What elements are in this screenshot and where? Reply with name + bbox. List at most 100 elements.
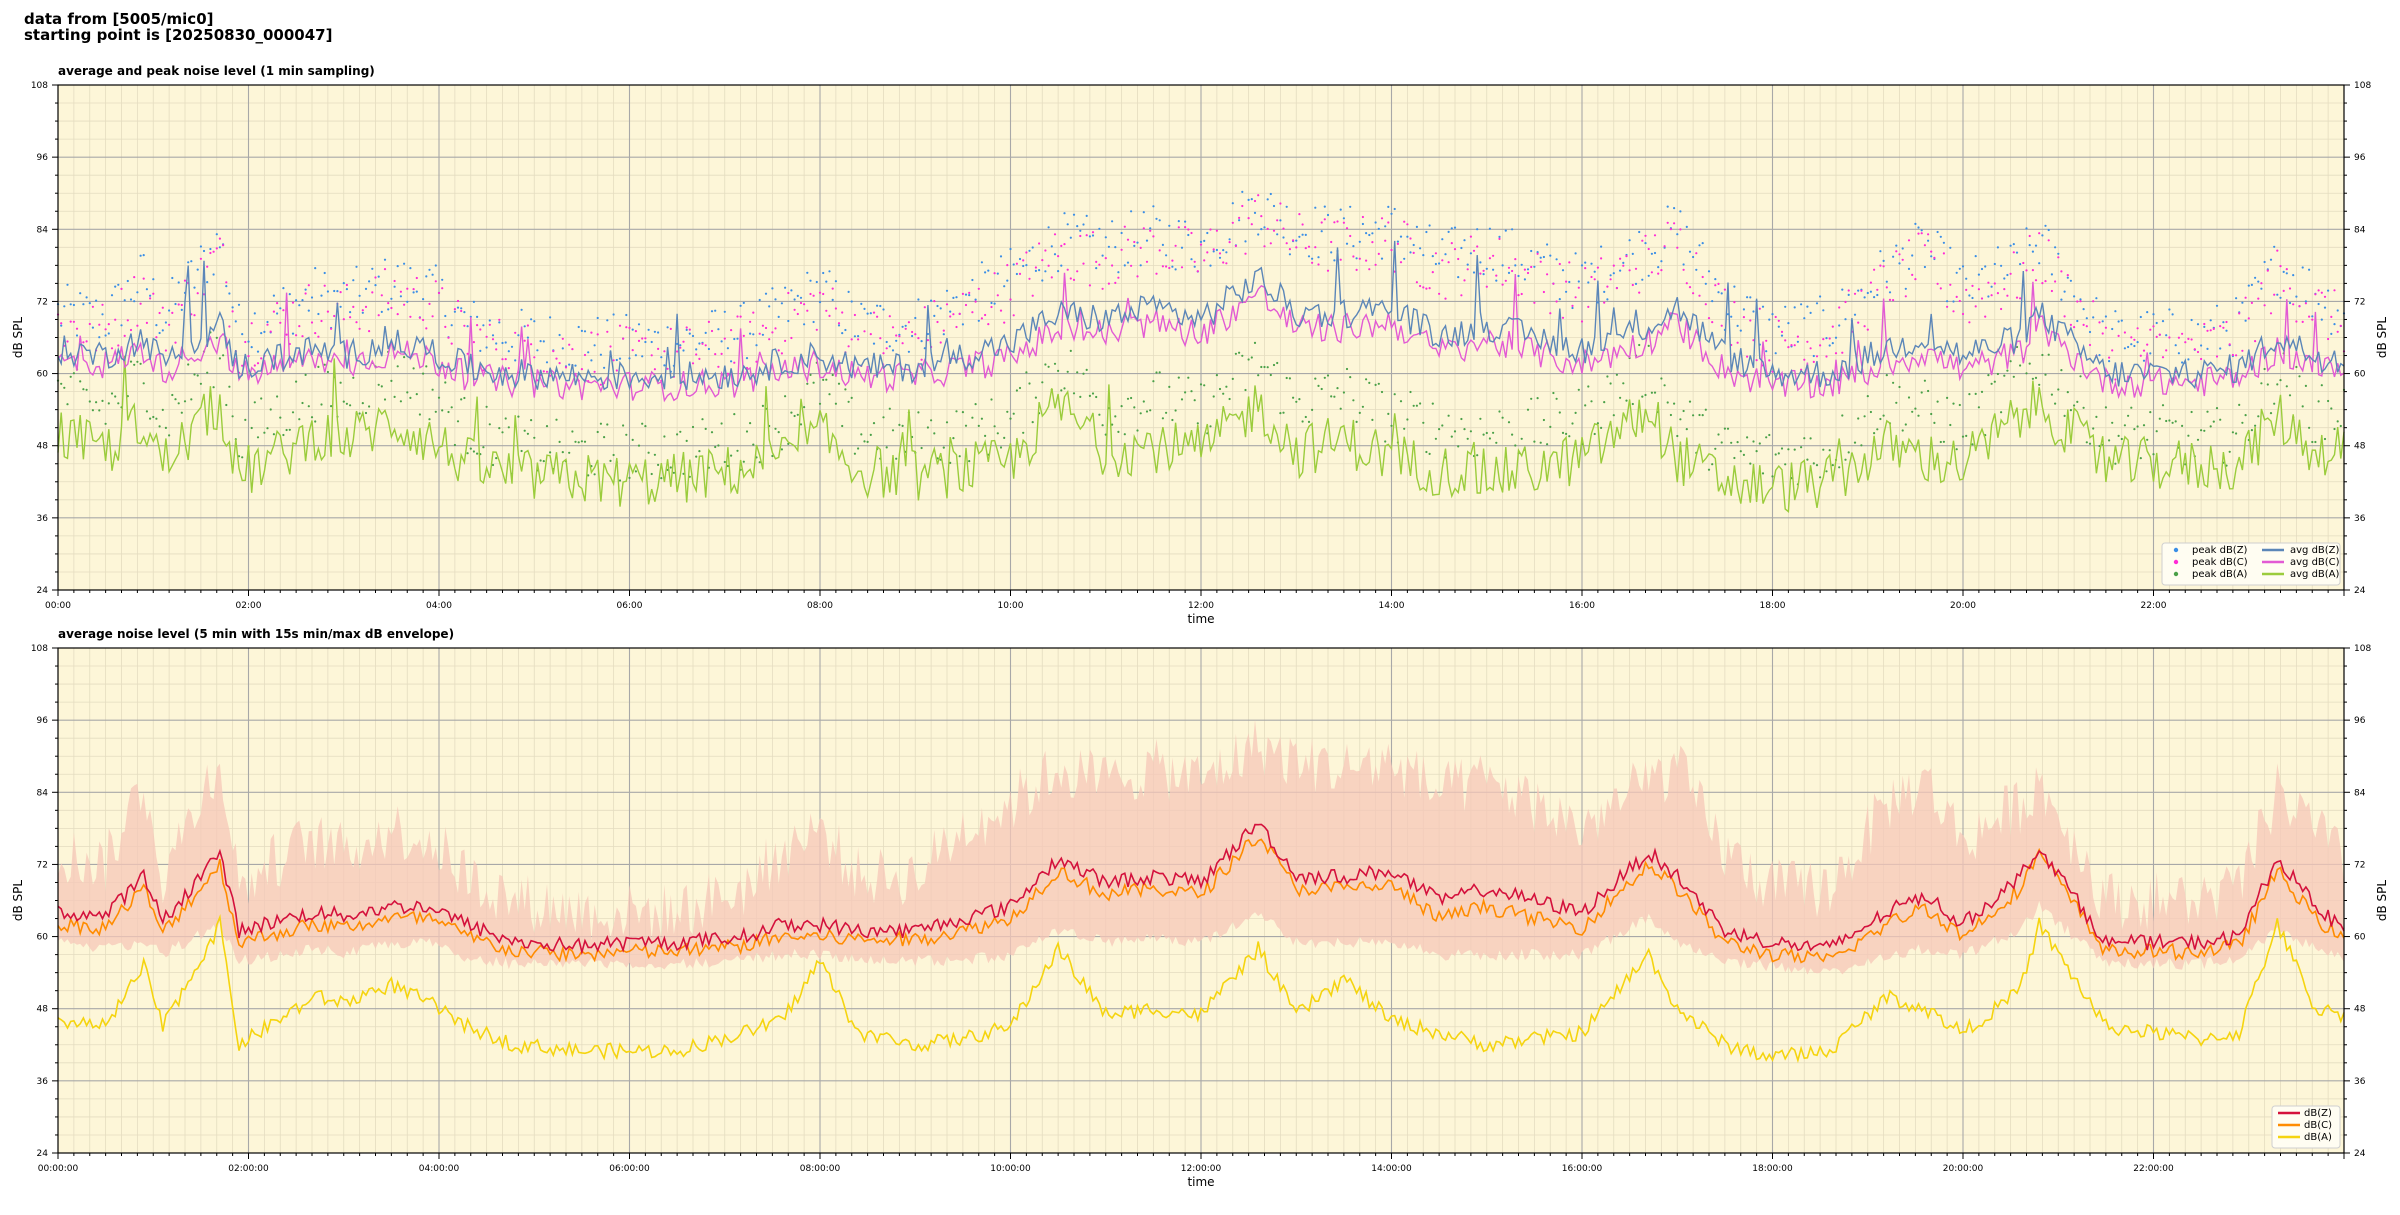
peak-point [1193,260,1196,263]
peak-point [1685,225,1688,228]
peak-point [2101,332,2104,335]
peak-point [1533,440,1536,443]
peak-point [2060,369,2063,372]
peak-point [342,318,345,321]
peak-point [1876,428,1879,431]
peak-point [1949,283,1952,286]
peak-point [1561,431,1565,434]
peak-point [196,292,199,295]
peak-point [1615,373,1618,376]
peak-point [2133,428,2136,431]
peak-point [523,429,526,432]
peak-point [2314,440,2317,444]
peak-point [710,329,714,333]
peak-point [1631,283,1634,287]
peak-point [1114,281,1117,284]
peak-point [1622,264,1625,267]
peak-point [2292,274,2295,277]
peak-point [945,303,949,306]
peak-point [530,318,533,321]
peak-point [825,280,828,283]
peak-point [1825,337,1828,340]
peak-point [361,311,364,314]
peak-point [2015,296,2019,299]
peak-point [472,300,475,303]
peak-point [1057,369,1060,372]
peak-point [2069,323,2072,326]
peak-point [837,382,841,385]
peak-point [1419,402,1422,405]
peak-point [202,249,206,253]
peak-point [1057,255,1060,258]
y-axis-label-left: dB SPL [11,880,25,922]
peak-point [1958,403,1961,407]
peak-point [1225,262,1228,265]
peak-point [1171,259,1174,262]
peak-point [428,302,431,305]
peak-point [949,315,952,318]
peak-point [456,420,460,423]
peak-point [145,288,148,291]
peak-point [879,304,882,308]
peak-point [488,423,491,426]
peak-point [1806,305,1809,308]
peak-point [1873,432,1876,435]
peak-point [1587,281,1590,284]
peak-point [1292,396,1295,399]
peak-point [977,424,980,427]
peak-point [409,267,412,270]
peak-point [1765,436,1768,439]
peak-point [1241,190,1244,193]
y-tick-label-right: 84 [2354,225,2366,235]
peak-point [1987,281,1990,284]
peak-point [339,381,342,384]
peak-point [837,324,841,327]
peak-point [2079,300,2082,303]
peak-point [418,413,421,416]
peak-point [583,440,587,443]
peak-point [1777,325,1780,328]
peak-point [1711,463,1714,466]
peak-point [1904,423,1907,426]
peak-point [1609,278,1612,281]
peak-point [1352,255,1355,258]
peak-point [590,359,593,362]
peak-point [272,310,275,313]
peak-point [1847,289,1850,292]
peak-point [463,324,466,327]
peak-point [1041,279,1044,282]
peak-point [1301,233,1304,236]
peak-point [923,306,926,309]
peak-point [1161,243,1164,246]
peak-point [1171,418,1174,422]
peak-point [1425,287,1428,290]
peak-point [612,359,615,362]
peak-point [1526,408,1530,411]
peak-point [2225,329,2228,332]
x-tick-label: 18:00 [1760,601,1786,611]
peak-point [1755,450,1758,453]
legend-marker-peak [2173,547,2179,553]
peak-point [653,368,657,371]
peak-point [1863,325,1866,328]
peak-point [1584,267,1587,270]
peak-point [266,427,269,430]
peak-point [114,395,117,398]
peak-point [320,294,323,297]
peak-point [368,330,371,333]
peak-point [1644,234,1647,237]
peak-point [1488,257,1491,260]
peak-point [1901,429,1904,432]
peak-point [1707,468,1711,471]
peak-point [1133,240,1136,244]
peak-point [1428,287,1431,290]
peak-point [1622,382,1625,385]
peak-point [514,331,517,334]
peak-point [863,307,866,310]
peak-point [2295,365,2298,369]
peak-point [1806,340,1809,343]
peak-point [710,310,714,313]
peak-point [2200,429,2203,432]
peak-point [60,382,63,385]
peak-point [1914,222,1917,225]
